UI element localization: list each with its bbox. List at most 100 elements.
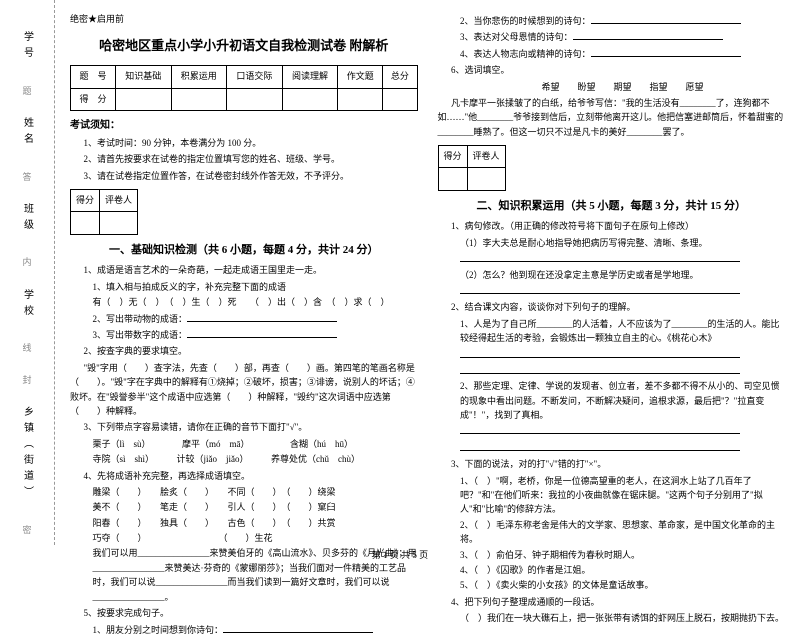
h1: 知识基础 xyxy=(115,66,171,88)
q1b-blank[interactable] xyxy=(187,311,337,322)
q4: 4、先将成语补充完整，再选择成语填空。 xyxy=(70,469,418,483)
dash-4: 线 xyxy=(21,343,34,352)
r2-t: 3、表达对父母恩情的诗句： xyxy=(460,32,573,42)
notice-3: 3、请在试卷指定位置作答，在试卷密封线外作答无效，不予评分。 xyxy=(70,169,418,183)
s2[interactable] xyxy=(171,88,227,110)
dash-5: 封 xyxy=(21,375,34,384)
p1a: （1）李大夫总是耐心地指导她把病历写得完整、清晰、条理。 xyxy=(460,236,785,250)
q2: 2、按查字典的要求填空。 xyxy=(70,344,418,358)
p2a-l2[interactable] xyxy=(460,363,785,378)
h2: 积累运用 xyxy=(171,66,227,88)
p2a-l1[interactable] xyxy=(460,347,785,362)
h5: 作文题 xyxy=(338,66,383,88)
label-id: 学号 xyxy=(20,31,35,63)
score-value-row: 得 分 xyxy=(71,88,418,110)
dash-6: 密 xyxy=(21,525,34,534)
s4[interactable] xyxy=(282,88,338,110)
q1: 1、成语是语言艺术的一朵奇葩，一起走成语王国里走一走。 xyxy=(70,263,418,277)
binding-labels: 学号 题 姓名 答 班级 内 学校 线 封 乡镇（街道） 密 xyxy=(0,20,54,545)
r3-b[interactable] xyxy=(591,46,741,57)
p1a-line[interactable] xyxy=(460,251,785,266)
notice-2: 2、请首先按要求在试卷的指定位置填写您的姓名、班级、学号。 xyxy=(70,152,418,166)
q1b: 2、写出带动物的成语： xyxy=(93,311,418,326)
q4c: 阳春（ ） 独具（ ） 古色（ ） （ ）共赏 xyxy=(93,516,418,530)
grade-l: 得分 xyxy=(71,190,100,212)
r1: 2、当你悲伤的时候想到的诗句： xyxy=(460,13,785,28)
grade2-v[interactable] xyxy=(438,168,467,190)
h6: 总分 xyxy=(383,66,417,88)
h0: 题 号 xyxy=(71,66,116,88)
score-table: 题 号 知识基础 积累运用 口语交际 阅读理解 作文题 总分 得 分 xyxy=(70,65,418,111)
s5[interactable] xyxy=(338,88,383,110)
secret-mark: 绝密★启用前 xyxy=(70,12,418,27)
q6t: 凡卡摩平一张揉皱了的白纸，给爷爷写信："我的生活没有________了，连狗都不… xyxy=(438,96,786,139)
p1: 1、病句修改。（用正确的修改符号将下面句子在原句上修改） xyxy=(438,219,786,233)
binding-margin: 学号 题 姓名 答 班级 内 学校 线 封 乡镇（街道） 密 xyxy=(0,0,55,545)
p1b-line[interactable] xyxy=(460,283,785,298)
section-2: 二、知识积累运用（共 5 小题，每题 3 分，共计 15 分） xyxy=(438,197,786,216)
paper-title: 哈密地区重点小学小升初语文自我检测试卷 附解析 xyxy=(70,35,418,57)
q1c-t: 3、写出带数字的成语： xyxy=(93,330,188,340)
q5a: 1、朋友分别之时间想到你诗句： xyxy=(93,622,418,637)
s3[interactable] xyxy=(227,88,283,110)
dash-2: 答 xyxy=(21,172,34,181)
s1[interactable] xyxy=(115,88,171,110)
score-header-row: 题 号 知识基础 积累运用 口语交际 阅读理解 作文题 总分 xyxy=(71,66,418,88)
q6: 6、选词填空。 xyxy=(438,63,786,77)
p2a: 1、人是为了自己所________的人活着，人不应该为了________的生活的… xyxy=(460,317,785,346)
h4: 阅读理解 xyxy=(282,66,338,88)
q1a: 1、填入相与拍成反义的字，补充完整下面的成语 xyxy=(93,280,418,294)
p3: 3、下面的说法，对的打"√"错的打"×"。 xyxy=(438,457,786,471)
grader2-l: 评卷人 xyxy=(467,146,505,168)
q3a: 栗子（lì sù） 摩平（mó mā） 含糊（hú hū） xyxy=(93,437,418,451)
p2b-l1[interactable] xyxy=(460,423,785,438)
q1b-t: 2、写出带动物的成语： xyxy=(93,314,188,324)
grader-v[interactable] xyxy=(100,212,138,234)
grade-box-1: 得分评卷人 xyxy=(70,189,138,235)
q5a-t: 1、朋友分别之时间想到你诗句： xyxy=(93,625,224,635)
s6[interactable] xyxy=(383,88,417,110)
p1b: （2）怎么？他到现在还没拿定主意是学历史或者是学地理。 xyxy=(460,268,785,282)
grade-box-2: 得分评卷人 xyxy=(438,145,506,191)
grade-v[interactable] xyxy=(71,212,100,234)
q1c: 3、写出带数字的成语： xyxy=(93,327,418,342)
q4d: 巧夺（ ） （ ）生花 xyxy=(93,531,418,545)
notice-title: 考试须知： xyxy=(70,117,418,134)
exam-page: 学号 题 姓名 答 班级 内 学校 线 封 乡镇（街道） 密 绝密★启用前 哈密… xyxy=(0,0,800,545)
r2-b[interactable] xyxy=(573,29,723,40)
q6w: 希望 盼望 期望 指望 愿望 xyxy=(460,80,785,94)
p4a: （ ）我们在一块大礁石上，把一张张带有诱饵的虾网压上脱石，按期抛扔下去。 xyxy=(460,611,785,625)
p2b: 2、那些定理、定律、学说的发现者、创立者，差不多都不得不从小的、司空见惯的现象中… xyxy=(460,379,785,422)
q3b: 寺院（sì shì） 计较（jiǎo jiǎo） 养尊处优（chǔ chù） xyxy=(93,452,418,466)
q4b: 美不（ ） 笔走（ ） 引人（ ） （ ）窠臼 xyxy=(93,500,418,514)
q2a: "毁"字用（ ）查字法，先查（ ）部，再查（ ）画。第四笔的笔画名称是（ ）。"… xyxy=(70,361,418,419)
r3: 4、表达人物志向或精神的诗句： xyxy=(460,46,785,61)
p3a: 1、（ ）"啊，老桥，你是一位德高望重的老人，在这涧水上站了几百年了吧？"和"在… xyxy=(460,474,785,517)
p3b: 2、（ ）毛泽东称老舍是伟大的文学家、思想家、革命家，是中国文化革命的主将。 xyxy=(460,518,785,547)
page-footer: 第 1 页 共 5 页 xyxy=(0,548,800,561)
q5: 5、按要求完成句子。 xyxy=(70,606,418,620)
grader-l: 评卷人 xyxy=(100,190,138,212)
p3d: 4、（ ）《囚歌》的作者是江姐。 xyxy=(460,563,785,577)
p2: 2、结合课文内容，谈谈你对下列句子的理解。 xyxy=(438,300,786,314)
notice-1: 1、考试时间：90 分钟，本卷满分为 100 分。 xyxy=(70,136,418,150)
q5a-b[interactable] xyxy=(223,622,373,633)
left-column: 绝密★启用前 哈密地区重点小学小升初语文自我检测试卷 附解析 题 号 知识基础 … xyxy=(70,12,418,533)
grade2-l: 得分 xyxy=(438,146,467,168)
label-class: 班级 xyxy=(20,203,35,235)
label-name: 姓名 xyxy=(20,117,35,149)
q1a1: 有（ ）无（ ） （ ）生（ ）死 （ ）出（ ）含 （ ）求（ ） xyxy=(93,295,418,309)
p3e: 5、（ ）《卖火柴的小女孩》的文体是童话故事。 xyxy=(460,578,785,592)
score-label: 得 分 xyxy=(71,88,116,110)
h3: 口语交际 xyxy=(227,66,283,88)
grader2-v[interactable] xyxy=(467,168,505,190)
q1c-blank[interactable] xyxy=(187,327,337,338)
r3-t: 4、表达人物志向或精神的诗句： xyxy=(460,49,591,59)
q4a: 雕梁（ ） 脍炙（ ） 不同（ ） （ ）绕梁 xyxy=(93,485,418,499)
p2b-l2[interactable] xyxy=(460,440,785,455)
dash-1: 题 xyxy=(21,86,34,95)
r1-b[interactable] xyxy=(591,13,741,24)
label-school: 学校 xyxy=(20,289,35,321)
q3: 3、下列带点字容易读错，请你在正确的音节下面打"√"。 xyxy=(70,420,418,434)
r2: 3、表达对父母恩情的诗句： xyxy=(460,29,785,44)
